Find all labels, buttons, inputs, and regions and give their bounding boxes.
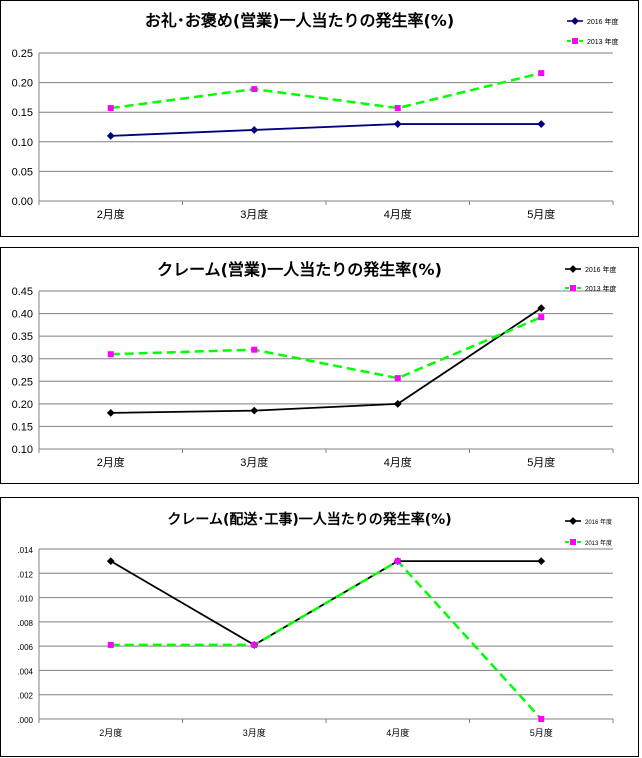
data-point: [250, 406, 259, 415]
y-tick-label: 0.25: [12, 48, 33, 60]
data-point: [394, 558, 401, 565]
y-tick-label: 0.10: [12, 444, 33, 456]
legend-label: 2016 年度: [587, 17, 619, 26]
y-tick-label: 0.35: [12, 331, 33, 343]
legend-label: 2013 年度: [585, 284, 617, 293]
x-tick-label: 2月度: [99, 727, 122, 738]
chart-title-3: クレーム(配送･工事)一人当たりの発生率(%): [167, 512, 452, 528]
data-point: [394, 375, 401, 382]
chart-title-1: お礼･お褒め(営業)一人当たりの発生率(%): [144, 11, 455, 30]
x-tick-label: 3月度: [240, 207, 268, 221]
x-tick-label: 2月度: [97, 455, 125, 469]
legend-marker: [571, 17, 579, 25]
x-tick-label: 5月度: [527, 455, 555, 469]
data-point: [251, 346, 258, 353]
y-tick-label: .004: [17, 667, 33, 676]
y-tick-label: 0.25: [12, 376, 33, 388]
data-point: [394, 105, 401, 112]
y-tick-label: .010: [17, 595, 33, 604]
series-line: [110, 123, 542, 137]
x-tick-label: 4月度: [384, 207, 412, 221]
data-point: [537, 120, 546, 128]
data-point: [393, 120, 402, 128]
legend-marker: [570, 539, 576, 545]
x-tick-label: 4月度: [384, 455, 412, 469]
data-point: [538, 716, 545, 722]
legend-label: 2013 年度: [585, 539, 612, 547]
y-tick-label: .000: [17, 716, 33, 725]
x-tick-label: 4月度: [386, 727, 409, 738]
legend-label: 2016 年度: [585, 518, 612, 526]
data-point: [250, 126, 259, 134]
x-tick-label: 3月度: [240, 455, 268, 469]
chart-panel-3: .000 .002 .004 .006 .008 .010 .012 .014 2月度 3月度 4月…: [0, 497, 639, 757]
chart-svg-1: 0.00 0.05 0.10 0.15 0.20 0.25 2月度 3月度 4月度 5月度 2016…: [12, 17, 619, 221]
y-tick-label: 0.45: [12, 286, 33, 298]
data-point: [106, 557, 115, 566]
data-point: [251, 86, 258, 93]
legend-marker: [569, 517, 577, 525]
legend-marker: [569, 265, 577, 273]
chart-panel-2: 0.10 0.15 0.20 0.25 0.30 0.35 0.40 0.45 2月度 3月度 4月…: [0, 247, 639, 484]
legend-marker: [570, 285, 576, 291]
legend-label: 2013 年度: [587, 37, 619, 46]
legend-label: 2016 年度: [585, 265, 617, 274]
x-tick-label: 2月度: [97, 207, 125, 221]
data-point: [107, 105, 114, 112]
data-point: [106, 408, 115, 417]
data-point: [251, 641, 258, 648]
x-tick-label: 5月度: [530, 727, 553, 738]
y-tick-label: 0.20: [12, 78, 33, 90]
y-tick-label: .008: [17, 619, 33, 628]
chart-svg-3: .000 .002 .004 .006 .008 .010 .012 .014 2月度 3月度 4月…: [17, 517, 614, 738]
data-point: [538, 314, 545, 321]
y-tick-label: .014: [17, 546, 33, 555]
data-point: [538, 70, 545, 77]
y-tick-label: .006: [17, 643, 33, 652]
y-tick-label: 0.10: [12, 137, 33, 149]
series-line: [110, 559, 543, 720]
chart-svg-2: 0.10 0.15 0.20 0.25 0.30 0.35 0.40 0.45 2月度 3月度 4月…: [12, 265, 617, 469]
x-tick-label: 3月度: [243, 727, 266, 738]
y-tick-label: 0.15: [12, 107, 33, 119]
legend-marker: [572, 38, 578, 44]
data-point: [537, 557, 546, 566]
data-point: [107, 641, 114, 648]
y-tick-label: 0.05: [12, 166, 33, 178]
y-tick-label: 0.00: [12, 196, 33, 208]
data-point: [393, 399, 402, 408]
data-point: [106, 131, 115, 140]
y-tick-label: .002: [17, 692, 33, 701]
data-point: [537, 304, 546, 313]
x-tick-label: 5月度: [527, 207, 555, 221]
series-line: [110, 307, 542, 414]
y-tick-label: .012: [17, 570, 33, 579]
y-tick-label: 0.30: [12, 354, 33, 366]
data-point: [107, 351, 114, 358]
chart-panel-1: 0.00 0.05 0.10 0.15 0.20 0.25 2月度 3月度 4月度 5月度 2016…: [0, 0, 639, 237]
y-tick-label: 0.20: [12, 399, 33, 411]
series-line: [110, 316, 542, 380]
y-tick-label: 0.40: [12, 309, 33, 321]
series-line: [110, 71, 542, 110]
y-tick-label: 0.15: [12, 421, 33, 433]
chart-title-2: クレーム(営業)一人当たりの発生率(%): [157, 260, 442, 279]
